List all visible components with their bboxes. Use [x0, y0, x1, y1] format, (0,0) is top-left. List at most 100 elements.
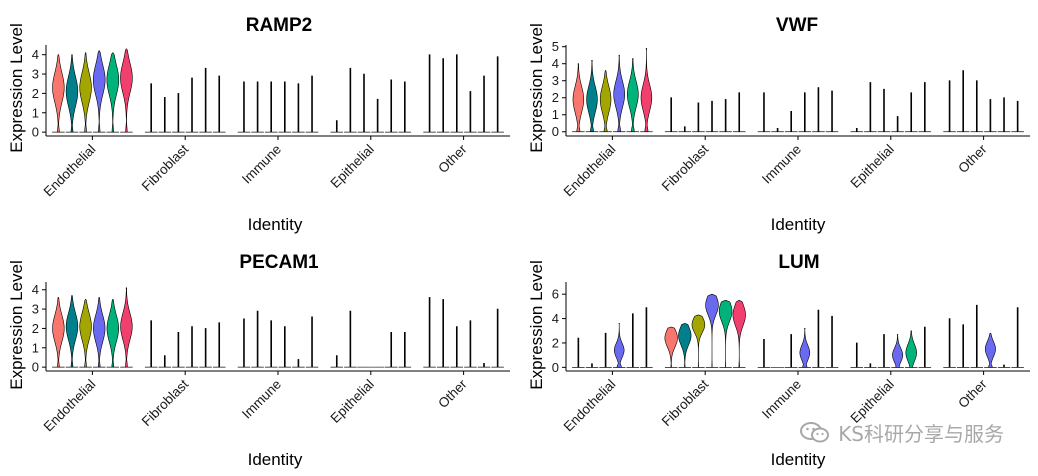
- violin-mark: [664, 326, 678, 368]
- violin-mark: [52, 297, 65, 368]
- violin-mark: [483, 75, 485, 133]
- violin-mark: [1003, 364, 1005, 368]
- violin-mark: [591, 363, 593, 368]
- violin-mark: [52, 54, 65, 133]
- y-tick-label: 3: [32, 67, 39, 82]
- violin-mark: [718, 299, 733, 368]
- violin-mark: [732, 299, 746, 368]
- x-axis-title: Identity: [771, 215, 826, 234]
- violin-mark: [989, 99, 992, 133]
- panel-ramp2: RAMP2 Identity Expression Level 0 1 2 3 4 End…: [7, 15, 510, 234]
- violin-mark: [243, 318, 245, 368]
- violin-mark: [705, 293, 719, 368]
- x-tick-label: Epithelial: [848, 142, 897, 191]
- x-tick-label: Other: [435, 141, 470, 176]
- y-tick-label: 4: [552, 56, 559, 71]
- y-tick-label: 4: [552, 311, 559, 326]
- violin-mark: [572, 63, 585, 133]
- violin-mark: [724, 99, 727, 133]
- y-tick-label: 4: [32, 282, 39, 297]
- x-tick-label: Fibroblast: [139, 141, 192, 194]
- violin-mark: [691, 314, 706, 368]
- violin-mark: [150, 320, 152, 368]
- violin-mark: [804, 92, 806, 133]
- violin-mark: [599, 70, 612, 133]
- violin-mark: [349, 310, 352, 368]
- y-axis-title: Expression Level: [7, 23, 26, 152]
- violin-mark: [855, 342, 858, 368]
- violin-mark: [243, 81, 245, 133]
- violin-mark: [577, 337, 580, 368]
- x-tick-label: Endothelial: [561, 377, 619, 435]
- y-tick-label: 2: [552, 335, 559, 350]
- violin-mark: [645, 307, 648, 368]
- violin-mark: [163, 355, 166, 368]
- x-tick-label: Fibroblast: [659, 376, 712, 429]
- violin-mark: [120, 287, 133, 368]
- panel-pecam1: PECAM1 Identity Expression Level 0 1 2 3 4 En…: [7, 252, 510, 469]
- violin-mark: [79, 299, 92, 368]
- violin-mark: [311, 316, 313, 368]
- violin-mark: [799, 328, 811, 368]
- violin-mark: [962, 324, 964, 368]
- x-axis-title: Identity: [771, 450, 826, 469]
- violin-mark: [120, 48, 133, 133]
- x-tick-label: Fibroblast: [659, 141, 712, 194]
- violin-mark: [697, 102, 700, 133]
- violin-mark: [670, 97, 672, 133]
- violin-mark: [855, 128, 858, 133]
- x-axis-title: Identity: [248, 215, 303, 234]
- violin-mark: [869, 363, 872, 368]
- x-tick-label: Immune: [759, 377, 804, 422]
- watermark: KS科研分享与服务: [800, 418, 1004, 447]
- violin-mark: [390, 79, 393, 133]
- violin-mark: [910, 92, 913, 133]
- violin-mark: [163, 96, 166, 133]
- violin-mark: [93, 297, 106, 368]
- violin-mark: [496, 308, 499, 368]
- violin-mark: [1003, 97, 1005, 133]
- violin-mark: [150, 83, 152, 133]
- violin-mark: [376, 98, 379, 133]
- violin-mark: [613, 323, 625, 368]
- panel-title: VWF: [776, 15, 818, 36]
- y-tick-label: 4: [32, 47, 39, 62]
- violin-mark: [984, 332, 996, 368]
- x-tick-label: Immune: [759, 142, 804, 187]
- violin-mark: [442, 58, 444, 133]
- violin-mark: [883, 88, 885, 133]
- violin-mark: [817, 87, 820, 133]
- violin-mark: [632, 313, 634, 368]
- x-tick-label: Endothelial: [41, 142, 99, 200]
- violin-mark: [349, 67, 352, 133]
- x-tick-label: Immune: [239, 377, 284, 422]
- y-tick-label: 0: [552, 124, 559, 139]
- violin-mark: [106, 299, 119, 368]
- violin-mark: [404, 81, 406, 133]
- violin-mark: [948, 318, 951, 368]
- violin-mark: [191, 326, 193, 368]
- violin-mark: [469, 320, 472, 368]
- panel-title: RAMP2: [246, 15, 313, 36]
- violin-mark: [831, 90, 833, 133]
- violin-mark: [455, 54, 458, 133]
- violin-mark: [177, 332, 180, 368]
- violin-mark: [711, 100, 713, 133]
- y-tick-label: 2: [32, 86, 39, 101]
- violin-mark: [106, 52, 120, 133]
- violin-mark: [284, 81, 286, 133]
- y-tick-label: 0: [32, 360, 39, 375]
- violin-mark: [817, 309, 820, 368]
- violin-mark: [191, 77, 193, 133]
- violin-mark: [469, 91, 472, 133]
- violin-mark: [455, 326, 458, 368]
- wechat-icon: [800, 421, 830, 442]
- x-tick-label: Other: [955, 376, 990, 411]
- violin-mark: [613, 54, 626, 133]
- violin-mark: [428, 54, 431, 133]
- violin-mark: [496, 56, 499, 133]
- panel-title: PECAM1: [239, 252, 319, 273]
- x-axis-title: Identity: [248, 450, 303, 469]
- violin-mark: [335, 355, 338, 368]
- y-tick-label: 1: [552, 107, 559, 122]
